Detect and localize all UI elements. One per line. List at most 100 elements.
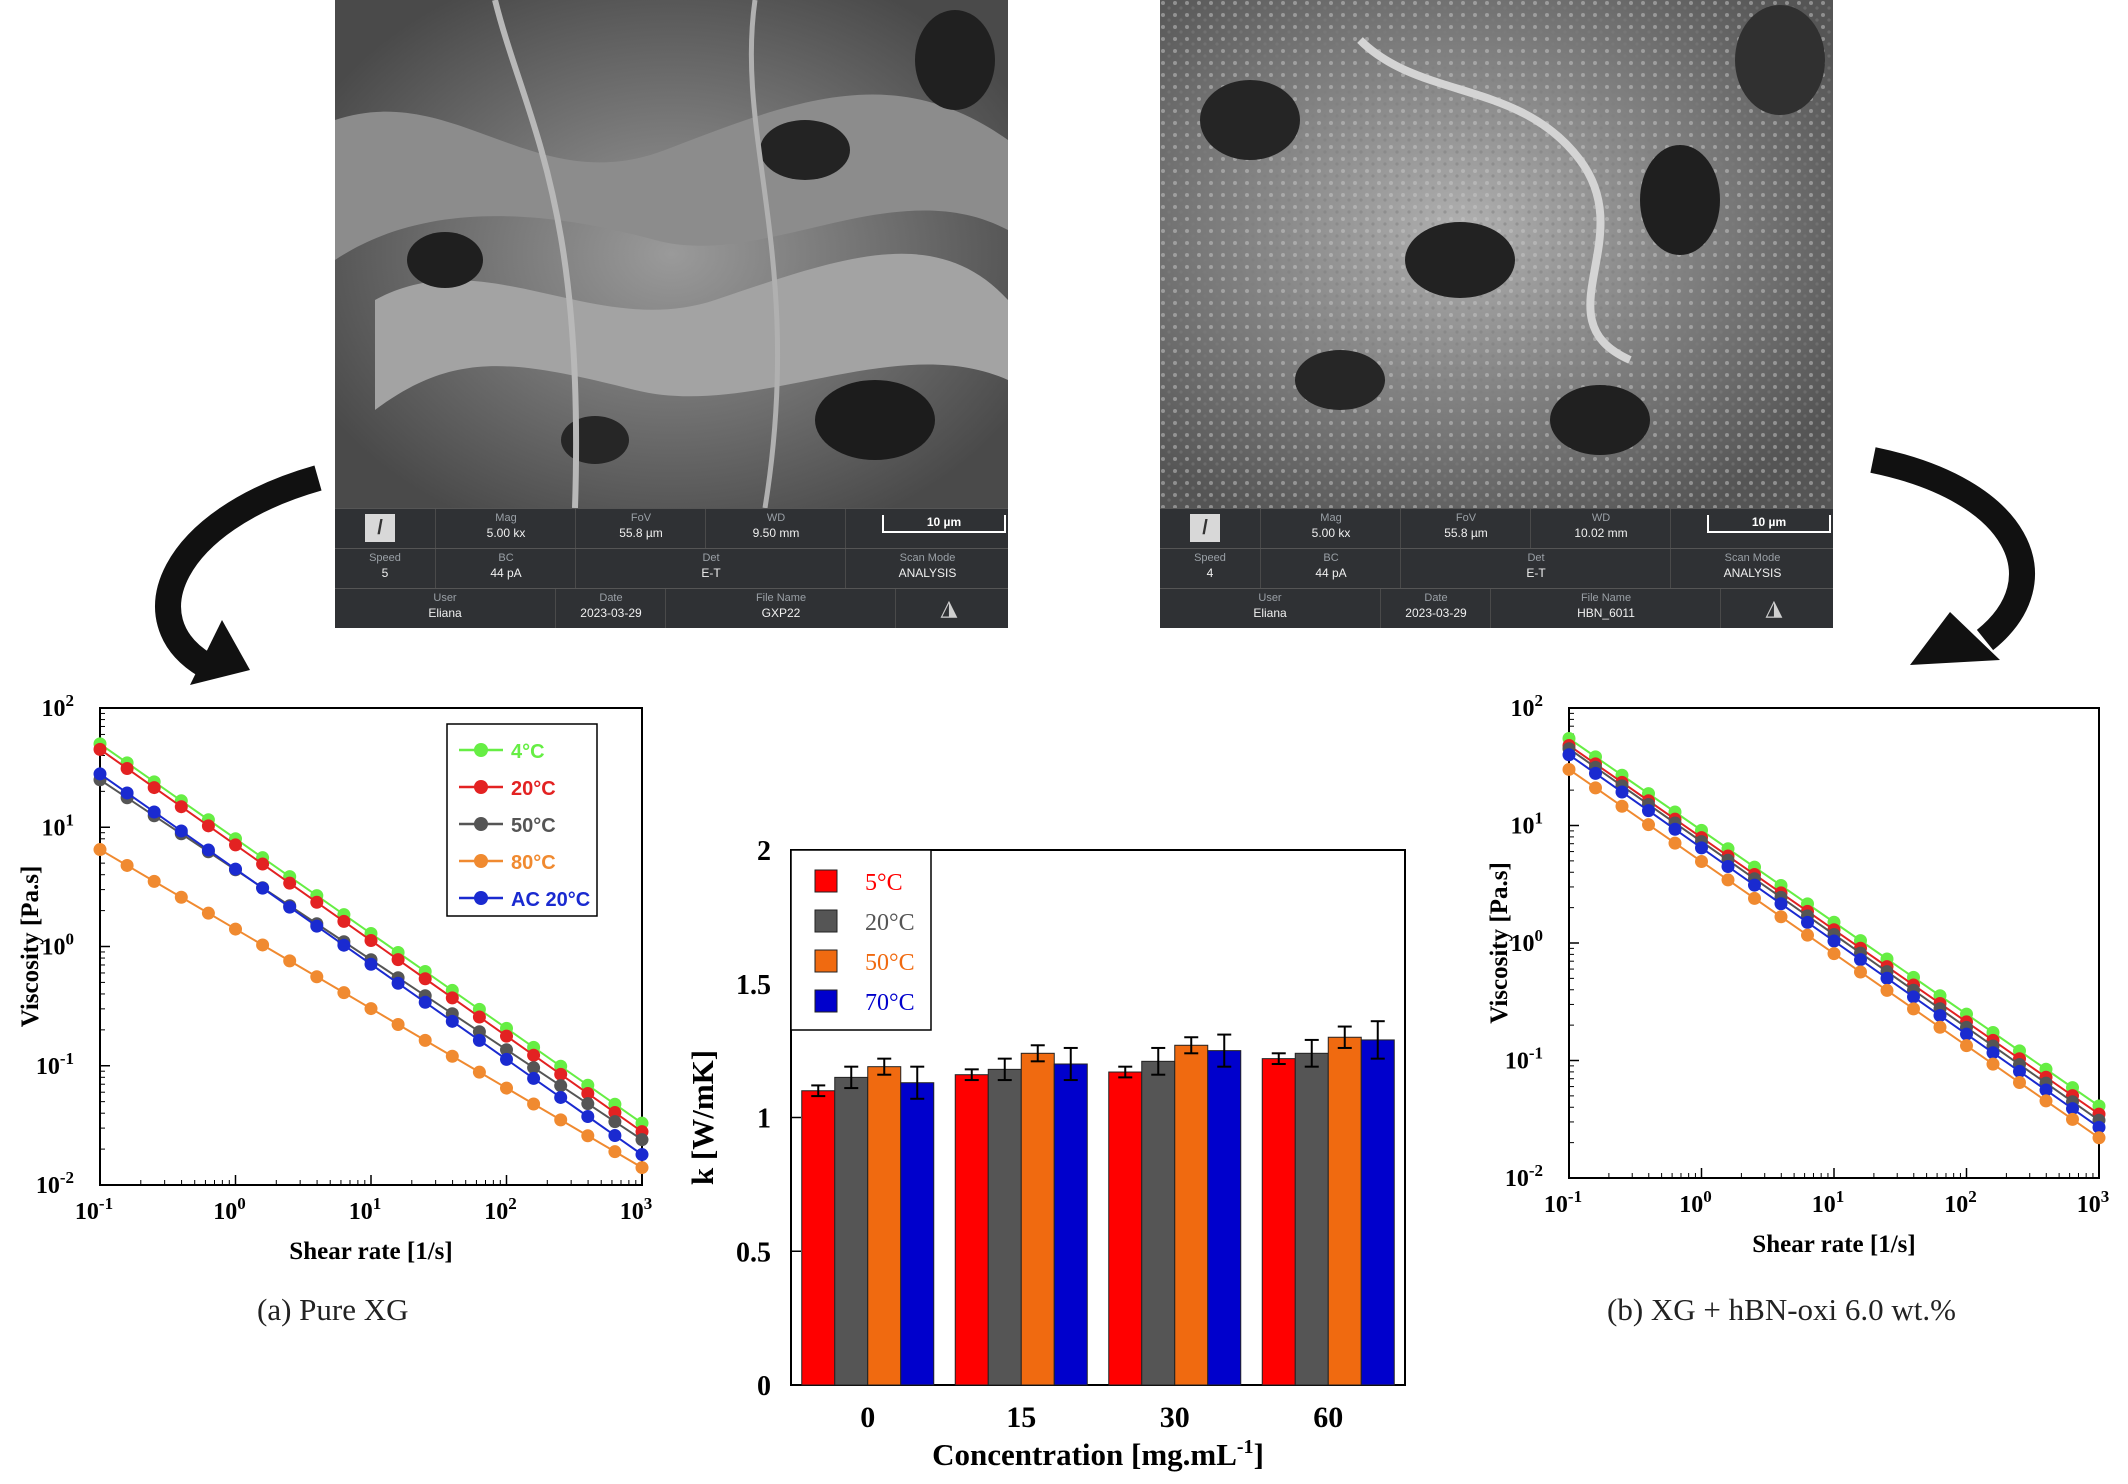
data-point <box>147 874 161 888</box>
data-point <box>93 767 107 781</box>
data-point <box>581 1097 595 1111</box>
bar <box>1360 1039 1395 1386</box>
x-tick-label: 103 <box>620 1194 653 1225</box>
data-point <box>635 1161 649 1175</box>
data-point <box>1827 934 1841 948</box>
bar <box>1108 1071 1143 1386</box>
data-point <box>527 1061 541 1075</box>
y-tick-label: 10-1 <box>1505 1044 1543 1075</box>
sem-info-bar: / Mag 5.00 kx FoV 55.8 µm WD 10.02 mm 10 µm… <box>1160 508 1833 628</box>
data-point <box>527 1071 541 1085</box>
data-point <box>500 1029 513 1043</box>
bar <box>834 1076 869 1386</box>
bar <box>1327 1036 1362 1386</box>
legend-label: 50°C <box>865 950 915 976</box>
bar <box>900 1082 935 1386</box>
data-point <box>1721 860 1735 874</box>
data-point <box>608 1106 622 1120</box>
data-point <box>391 976 405 990</box>
legend-marker <box>474 743 488 757</box>
data-point <box>2066 1112 2079 1126</box>
data-point <box>500 1043 513 1057</box>
legend-marker <box>474 854 488 868</box>
x-axis-label: Shear rate [1/s] <box>1752 1231 1915 1258</box>
x-tick-label: 101 <box>1812 1187 1845 1218</box>
y-tick-label: 0 <box>757 1371 771 1402</box>
data-point <box>201 906 215 920</box>
x-tick-label: 0 <box>860 1401 875 1434</box>
data-point <box>608 1115 622 1129</box>
data-point <box>500 1081 513 1095</box>
legend-label: 4°C <box>511 741 545 763</box>
data-point <box>1986 1046 2000 1060</box>
data-point <box>418 972 432 986</box>
data-point <box>120 761 134 775</box>
data-point <box>418 995 432 1009</box>
x-tick-label: 100 <box>213 1194 246 1225</box>
data-point <box>1880 983 1894 997</box>
data-point <box>554 1113 568 1127</box>
data-point <box>1589 781 1602 795</box>
caption-left: (a) Pure XG <box>257 1292 409 1327</box>
y-tick-label: 10-1 <box>36 1049 74 1080</box>
scale-bar: 10 µm <box>882 515 1006 533</box>
data-point <box>337 938 351 952</box>
sem-image-hbn: / Mag 5.00 kx FoV 55.8 µm WD 10.02 mm 10 µm… <box>1160 0 1833 628</box>
legend-label: 20°C <box>511 778 556 800</box>
data-point <box>635 1133 649 1147</box>
y-axis-label: Viscosity [Pa.s] <box>17 866 44 1028</box>
bar <box>867 1066 902 1386</box>
data-point <box>1854 965 1867 979</box>
data-point <box>283 954 297 968</box>
data-point <box>1589 766 1602 780</box>
bar <box>1261 1058 1296 1386</box>
data-point <box>1721 873 1735 887</box>
data-point <box>364 1002 378 1016</box>
sem-logo-icon: / <box>1190 514 1220 542</box>
data-point <box>174 800 188 814</box>
legend-label: 50°C <box>511 815 556 837</box>
data-point <box>1615 785 1629 799</box>
caption-right: (b) XG + hBN-oxi 6.0 wt.% <box>1607 1292 1956 1327</box>
x-tick-label: 10-1 <box>1544 1187 1582 1218</box>
legend-label: 20°C <box>865 910 915 936</box>
data-point <box>147 781 161 795</box>
data-point <box>201 843 215 857</box>
data-point <box>1774 897 1788 911</box>
data-point <box>1933 1020 1947 1034</box>
sem-brand-icon: ◮ <box>940 595 958 620</box>
data-point <box>364 934 378 948</box>
data-point <box>445 1014 459 1028</box>
data-point <box>2013 1076 2026 1090</box>
bar <box>1207 1050 1242 1386</box>
data-point <box>147 805 161 819</box>
legend-swatch <box>814 909 838 933</box>
y-axis-label: k [W/mK] <box>685 1050 720 1185</box>
sem-micrograph <box>335 0 1008 508</box>
bar <box>1053 1063 1088 1386</box>
y-tick-label: 102 <box>1511 691 1544 722</box>
data-point <box>554 1067 568 1081</box>
data-point <box>1801 915 1814 929</box>
sem-info-bar: / Mag 5.00 kx FoV 55.8 µm WD 9.50 mm 10 µm … <box>335 508 1008 628</box>
y-tick-label: 10-2 <box>36 1168 74 1199</box>
x-axis-label: Shear rate [1/s] <box>289 1238 452 1265</box>
data-point <box>256 857 270 871</box>
x-tick-label: 103 <box>2077 1187 2110 1218</box>
x-tick-label: 102 <box>1944 1187 1977 1218</box>
data-point <box>256 881 270 895</box>
data-point <box>608 1129 622 1143</box>
bar <box>1141 1060 1176 1386</box>
data-point <box>472 1065 486 1079</box>
data-point <box>581 1109 595 1123</box>
y-tick-label: 1 <box>757 1104 771 1135</box>
bar <box>1294 1052 1329 1386</box>
data-point <box>1668 822 1682 836</box>
data-point <box>472 1033 486 1047</box>
data-point <box>554 1079 568 1093</box>
y-tick-label: 1.5 <box>736 970 771 1001</box>
sem-micrograph <box>1160 0 1833 508</box>
data-point <box>1986 1057 2000 1071</box>
legend-swatch <box>814 989 838 1013</box>
y-tick-label: 0.5 <box>736 1237 771 1268</box>
